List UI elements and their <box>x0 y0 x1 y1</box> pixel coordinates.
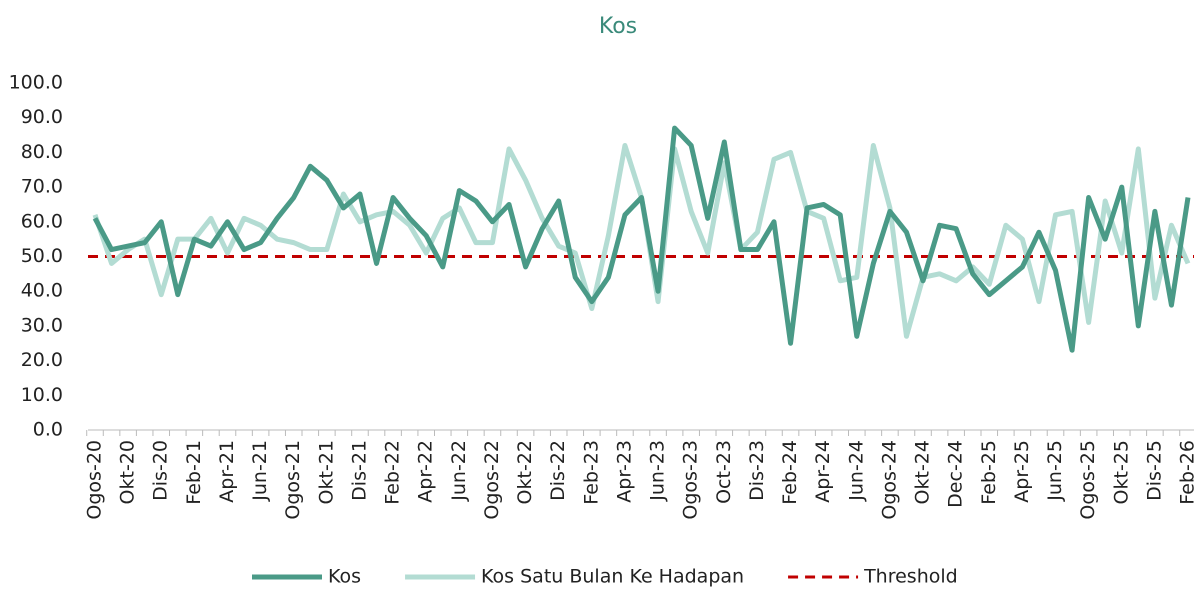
x-tick-label: Okt-25 <box>1110 440 1132 504</box>
y-tick-label: 50.0 <box>21 245 63 267</box>
legend-label: Kos <box>328 566 361 588</box>
x-tick-label: Okt-20 <box>117 440 139 504</box>
x-tick-label: Dis-23 <box>746 440 768 501</box>
x-tick-label: Feb-26 <box>1177 440 1194 505</box>
x-tick-label: Jun-22 <box>448 440 470 502</box>
x-tick-label: Apr-24 <box>812 440 834 503</box>
x-tick-label: Okt-21 <box>315 440 337 504</box>
x-tick-label: Dec-24 <box>945 440 967 508</box>
x-tick-label: Feb-22 <box>382 440 404 505</box>
x-tick-label: Feb-25 <box>978 440 1000 505</box>
x-tick-label: Ogos-25 <box>1077 440 1099 520</box>
x-tick-label: Okt-22 <box>514 440 536 504</box>
y-tick-label: 10.0 <box>21 384 63 406</box>
y-tick-label: 60.0 <box>21 210 63 232</box>
x-tick-label: Apr-21 <box>216 440 238 503</box>
x-tick-label: Dis-20 <box>150 440 172 501</box>
y-tick-label: 100.0 <box>9 72 63 94</box>
x-tick-label: Ogos-23 <box>680 440 702 520</box>
y-tick-label: 70.0 <box>21 176 63 198</box>
x-tick-label: Apr-25 <box>1011 440 1033 503</box>
x-tick-label: Ogos-24 <box>878 440 900 520</box>
x-tick-label: Jun-25 <box>1044 440 1066 502</box>
legend-label: Threshold <box>863 566 958 588</box>
legend-label: Kos Satu Bulan Ke Hadapan <box>481 566 744 588</box>
x-tick-label: Ogos-20 <box>84 440 106 520</box>
x-tick-label: Jun-24 <box>845 440 867 502</box>
x-tick-label: Dis-22 <box>547 440 569 501</box>
series-line <box>92 125 1191 353</box>
chart-title: Kos <box>599 14 637 39</box>
x-tick-label: Okt-24 <box>912 440 934 504</box>
x-tick-label: Apr-23 <box>613 440 635 503</box>
x-tick-label: Ogos-21 <box>282 440 304 520</box>
y-tick-label: 20.0 <box>21 349 63 371</box>
x-tick-label: Jun-23 <box>647 440 669 502</box>
y-tick-label: 40.0 <box>21 280 63 302</box>
y-tick-label: 0.0 <box>33 419 63 441</box>
y-tick-label: 90.0 <box>21 106 63 128</box>
x-tick-label: Dis-21 <box>348 440 370 501</box>
x-tick-label: Feb-23 <box>580 440 602 505</box>
x-tick-label: Dis-25 <box>1143 440 1165 501</box>
x-tick-label: Feb-21 <box>183 440 205 505</box>
x-tick-label: Ogos-22 <box>481 440 503 520</box>
x-tick-label: Apr-22 <box>415 440 437 503</box>
x-tick-label: Jun-21 <box>249 440 271 502</box>
y-tick-label: 80.0 <box>21 141 63 163</box>
y-tick-label: 30.0 <box>21 314 63 336</box>
x-tick-label: Feb-24 <box>779 440 801 505</box>
x-tick-label: Oct-23 <box>713 440 735 504</box>
